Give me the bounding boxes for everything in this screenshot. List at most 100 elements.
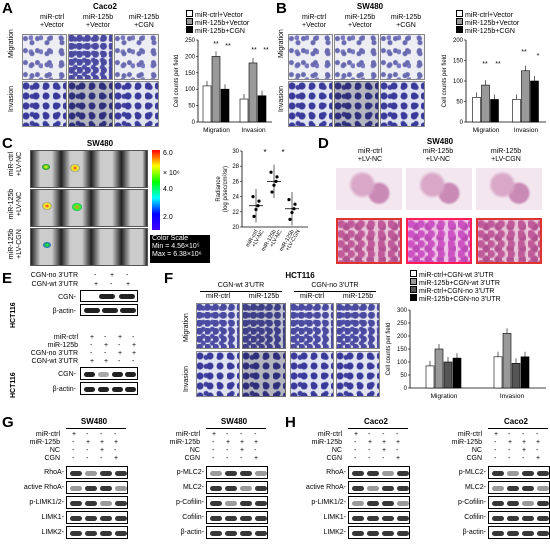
western-blot: [206, 526, 268, 539]
blot-band: [522, 486, 534, 491]
sign: -: [132, 334, 135, 341]
panel-c-row-label: miR-ctrl +LV-NC: [8, 151, 23, 177]
sign: +: [118, 350, 123, 357]
panel-label-e: E: [2, 270, 13, 287]
blot-panel: Caco2 miR-ctrl + - - - miR-125b - + + + NC - - + - CGN - -…: [292, 418, 410, 542]
blot-band: [492, 501, 504, 506]
data-point: [256, 204, 260, 208]
sign: +: [114, 439, 119, 446]
sign: -: [536, 447, 539, 454]
blot-band: [382, 471, 394, 476]
panel-f-row-label: Invasion: [183, 365, 190, 392]
panel-b-row-label: Invasion: [278, 85, 285, 112]
title-underline: [66, 428, 126, 429]
panel-label-h: H: [285, 414, 296, 431]
significance-mark: **: [482, 61, 488, 68]
blot-band: [70, 516, 82, 521]
legend-item: miR-125b+CGN: [456, 26, 515, 36]
histology-overview: [476, 168, 542, 210]
sign: -: [354, 455, 357, 462]
blot-band: [537, 501, 549, 506]
blot-band: [240, 486, 252, 491]
significance-mark: **: [213, 41, 219, 48]
condition-label: CGN-no 3'UTR: [30, 350, 78, 357]
sign: -: [536, 431, 539, 438]
blot-band: [100, 531, 112, 536]
blot-panel: SW480 miR-ctrl + - - - miR-125b - + + + NC - - + - CGN - -…: [150, 418, 268, 542]
sign: +: [104, 342, 109, 349]
panel-d-title: SW480: [426, 137, 454, 146]
western-blot: [80, 304, 138, 316]
blot-band: [367, 486, 379, 491]
legend-label: miR-125b+CGN-wt 3'UTR: [419, 280, 500, 287]
sign: +: [86, 439, 91, 446]
blot-band: [255, 516, 267, 521]
blot-band: [100, 501, 112, 506]
sign: -: [212, 439, 215, 446]
bar: [239, 98, 249, 123]
sign: -: [226, 431, 229, 438]
blot-band: [522, 501, 534, 506]
color-scale-legend: Color Scale Min = 4.56×10⁵ Max = 6.38×10…: [150, 235, 210, 263]
data-point: [293, 202, 297, 206]
western-blot: [66, 511, 128, 524]
blot-label: RhoA-: [326, 469, 346, 476]
sign: -: [354, 439, 357, 446]
panel-d-col-label: miR-125b +LV-NC: [422, 148, 454, 163]
signal-spot: [42, 164, 50, 170]
blot-band: [240, 501, 252, 506]
histology-zoom: [406, 218, 472, 264]
sign: -: [94, 272, 97, 279]
sign: +: [110, 272, 115, 279]
sign: +: [240, 447, 245, 454]
y-tick-label: 22: [232, 210, 239, 216]
condition-label: NC: [471, 447, 482, 454]
y-tick-label: 200: [453, 38, 464, 44]
blot-band: [492, 471, 504, 476]
sign: +: [396, 455, 401, 462]
micrograph: [334, 34, 379, 80]
sign: -: [72, 455, 75, 462]
sign: +: [396, 439, 401, 446]
scale-exp: × 10⁶: [163, 170, 180, 177]
sign: -: [100, 431, 103, 438]
color-scale-bar: [152, 150, 160, 230]
micrograph: [380, 34, 425, 80]
micrograph: [68, 34, 113, 80]
condition-label: NC: [331, 447, 342, 454]
blot-band: [85, 516, 97, 521]
sign: -: [396, 447, 399, 454]
blot-band: [70, 531, 82, 536]
micrograph: [196, 303, 240, 349]
sign: -: [494, 455, 497, 462]
sign: +: [354, 431, 359, 438]
blot-panel-title: Caco2: [363, 417, 388, 426]
panel-f-col-label: miR-ctrl: [299, 293, 325, 300]
blot-label: MLC2-: [464, 484, 486, 491]
western-blot: [348, 526, 410, 539]
histology-overview: [406, 168, 472, 210]
blot-band: [352, 501, 364, 506]
western-blot: [206, 496, 268, 509]
western-blot: [80, 382, 138, 395]
sign: +: [90, 334, 95, 341]
signal-spot: [70, 164, 80, 172]
bar: [512, 99, 521, 123]
color-scale-label: Color Scale: [152, 235, 189, 242]
bar: [493, 356, 503, 389]
blot-band: [225, 501, 237, 506]
bar: [452, 357, 462, 389]
y-tick-label: 24: [232, 195, 239, 201]
panel-label-b: B: [276, 0, 287, 17]
legend-item: miR-ctrl+CGN-no 3'UTR: [410, 286, 494, 296]
bar: [211, 56, 221, 123]
blot-band: [210, 516, 222, 521]
y-tick-label: 0: [192, 120, 196, 126]
significance-mark: **: [225, 43, 231, 50]
data-point: [287, 198, 291, 202]
panel-label-c: C: [2, 135, 13, 152]
micrograph: [22, 34, 67, 80]
sign: +: [240, 439, 245, 446]
panel-b-col-label: miR-ctrl +Vector: [301, 14, 327, 29]
condition-label: CGN: [466, 455, 482, 462]
